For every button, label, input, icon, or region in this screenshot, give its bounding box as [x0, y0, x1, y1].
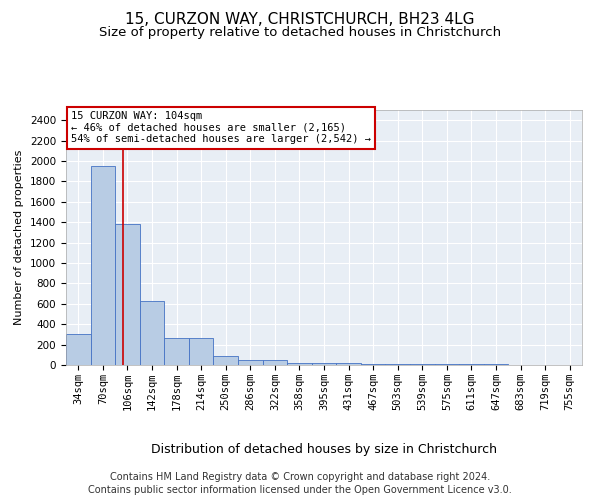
Bar [434, 364, 459, 365]
Bar [115, 224, 140, 365]
Text: Contains HM Land Registry data © Crown copyright and database right 2024.: Contains HM Land Registry data © Crown c… [110, 472, 490, 482]
Text: Size of property relative to detached houses in Christchurch: Size of property relative to detached ho… [99, 26, 501, 39]
Bar [164, 338, 189, 365]
Bar [263, 360, 287, 365]
Bar [312, 363, 336, 365]
Bar [91, 166, 115, 365]
Bar [361, 364, 385, 365]
Bar [336, 363, 361, 365]
Text: Distribution of detached houses by size in Christchurch: Distribution of detached houses by size … [151, 442, 497, 456]
Bar [189, 338, 214, 365]
Text: 15 CURZON WAY: 104sqm
← 46% of detached houses are smaller (2,165)
54% of semi-d: 15 CURZON WAY: 104sqm ← 46% of detached … [71, 112, 371, 144]
Bar [410, 364, 434, 365]
Bar [459, 364, 484, 365]
Bar [214, 356, 238, 365]
Text: 15, CURZON WAY, CHRISTCHURCH, BH23 4LG: 15, CURZON WAY, CHRISTCHURCH, BH23 4LG [125, 12, 475, 28]
Y-axis label: Number of detached properties: Number of detached properties [14, 150, 25, 325]
Bar [66, 334, 91, 365]
Bar [385, 364, 410, 365]
Bar [238, 360, 263, 365]
Text: Contains public sector information licensed under the Open Government Licence v3: Contains public sector information licen… [88, 485, 512, 495]
Bar [287, 363, 312, 365]
Bar [484, 364, 508, 365]
Bar [140, 300, 164, 365]
